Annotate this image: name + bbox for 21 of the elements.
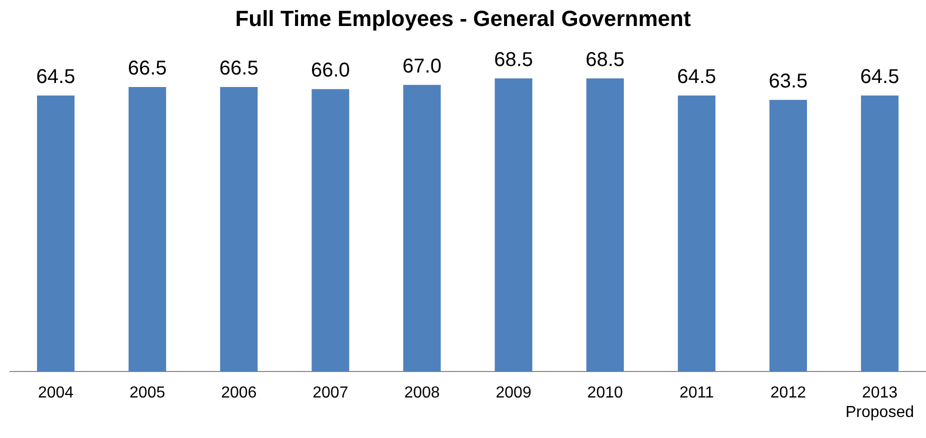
data-label: 66.0 [310, 60, 350, 82]
x-tick-label: 2012 [770, 384, 806, 402]
data-label: 63.5 [768, 70, 808, 92]
data-label: 68.5 [494, 48, 534, 71]
x-tick-label: 2007 [312, 384, 348, 402]
x-tick-label: 2010 [587, 384, 623, 402]
data-label: 67.0 [402, 55, 442, 78]
x-tick-label: 2011 [679, 384, 714, 402]
x-tick-label: 2009 [496, 384, 532, 402]
x-tick-label: 2004 [38, 384, 74, 402]
x-tick-label: 2008 [404, 384, 440, 402]
data-label: 64.5 [860, 66, 900, 88]
data-label: 66.5 [128, 57, 167, 80]
chart-title: Full Time Employees - General Government [234, 6, 692, 32]
x-tick-label: 2013 Proposed [846, 384, 914, 421]
x-tick-label: 2005 [130, 384, 166, 402]
data-label: 64.5 [677, 66, 716, 88]
x-tick-label: 2006 [221, 384, 257, 402]
data-label: 66.5 [219, 57, 258, 80]
data-label: 68.5 [586, 48, 625, 71]
data-label: 64.5 [36, 66, 76, 88]
